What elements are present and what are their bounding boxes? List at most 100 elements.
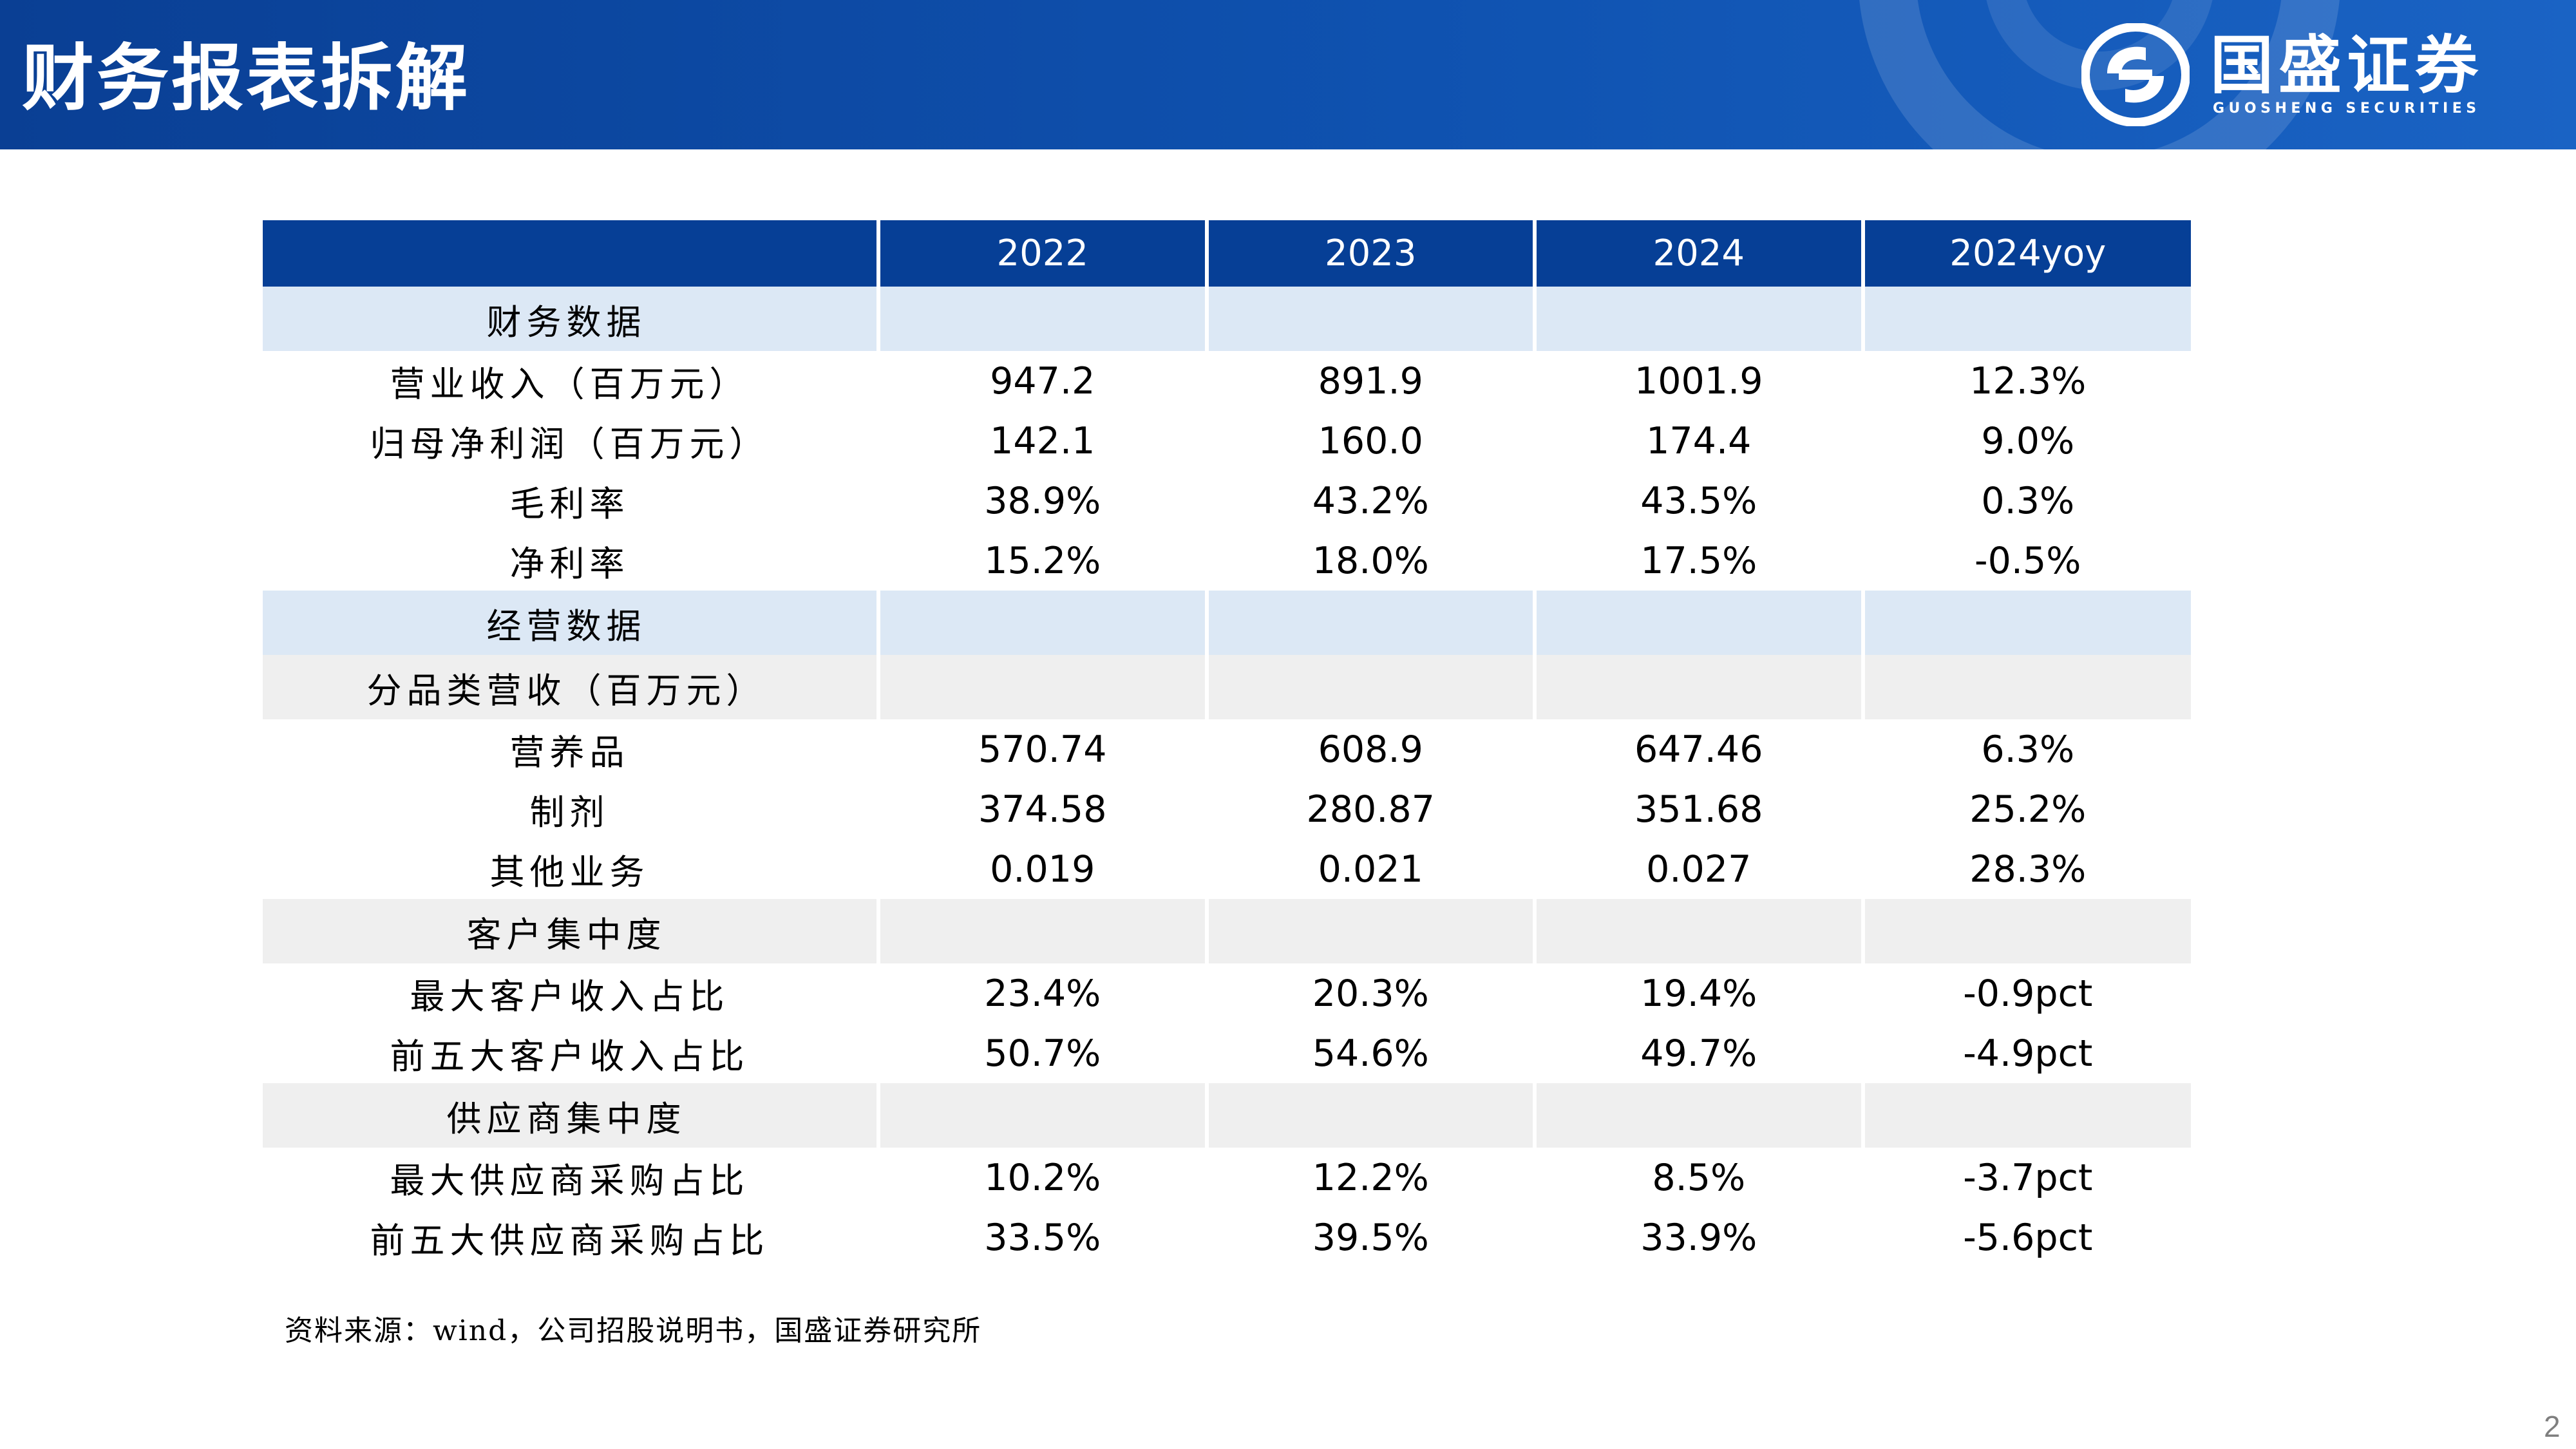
table-cell: [876, 655, 1207, 719]
table-row: 营养品 570.74 608.9 647.46 6.3%: [263, 719, 2191, 779]
row-label: 前五大供应商采购占比: [370, 1220, 770, 1261]
table-cell: -5.6pct: [1861, 1208, 2191, 1267]
table-cell: 0.3%: [1861, 471, 2191, 531]
row-label: 毛利率: [509, 484, 630, 524]
table-row: 分品类营收（百万元）: [263, 655, 2191, 719]
table-cell: 33.5%: [876, 1208, 1207, 1267]
table-cell: 570.74: [876, 719, 1207, 779]
brand-name-cn: 国盛证券: [2210, 29, 2484, 102]
table-cell: [876, 899, 1207, 963]
table-row: 制剂 374.58 280.87 351.68 25.2%: [263, 779, 2191, 839]
table-cell: [1533, 1083, 1863, 1148]
table-cell: [1533, 287, 1863, 351]
table-cell: [1533, 591, 1863, 655]
table-row: 毛利率 38.9% 43.2% 43.5% 0.3%: [263, 471, 2191, 531]
table-cell: 608.9: [1204, 719, 1535, 779]
table-cell: 25.2%: [1861, 779, 2191, 839]
row-label: 营养品: [509, 732, 630, 773]
guosheng-logo-icon: [2081, 23, 2190, 126]
table-cell: [1861, 899, 2191, 963]
table-cell: -4.9pct: [1861, 1023, 2191, 1083]
source-note: 资料来源：wind，公司招股说明书，国盛证券研究所: [285, 1314, 982, 1347]
header-cell-label: [263, 220, 878, 287]
table-cell: 280.87: [1204, 779, 1535, 839]
table-row: 前五大供应商采购占比 33.5% 39.5% 33.9% -5.6pct: [263, 1208, 2191, 1267]
table-cell: [1533, 655, 1863, 719]
table-cell: 374.58: [876, 779, 1207, 839]
table-cell: 15.2%: [876, 531, 1207, 591]
table-cell: 174.4: [1533, 411, 1863, 471]
row-label: 财务数据: [263, 287, 878, 351]
table-row: 最大供应商采购占比 10.2% 12.2% 8.5% -3.7pct: [263, 1148, 2191, 1208]
table-cell: [1533, 899, 1863, 963]
table-cell: 160.0: [1204, 411, 1535, 471]
table-row: 其他业务 0.019 0.021 0.027 28.3%: [263, 839, 2191, 899]
table-cell: [1861, 1083, 2191, 1148]
header-cell-2022: 2022: [876, 220, 1207, 287]
table-cell: [1204, 899, 1535, 963]
row-label: 最大供应商采购占比: [390, 1160, 750, 1201]
table-cell: [1204, 655, 1535, 719]
table-cell: 39.5%: [1204, 1208, 1535, 1267]
table-cell: [1204, 287, 1535, 351]
row-label: 客户集中度: [263, 899, 878, 963]
header-cell-2024: 2024: [1533, 220, 1863, 287]
table-cell: [876, 591, 1207, 655]
header-decoration: [1859, 0, 2340, 149]
table-cell: 28.3%: [1861, 839, 2191, 899]
table-cell: 12.2%: [1204, 1148, 1535, 1208]
row-label: 最大客户收入占比: [410, 976, 730, 1017]
table-cell: 49.7%: [1533, 1023, 1863, 1083]
brand-name-en: GUOSHENG SECURITIES: [2213, 100, 2481, 117]
row-label: 净利率: [509, 544, 630, 584]
table-cell: 18.0%: [1204, 531, 1535, 591]
table-cell: 1001.9: [1533, 351, 1863, 411]
table-row: 供应商集中度: [263, 1083, 2191, 1148]
table-cell: 351.68: [1533, 779, 1863, 839]
table-cell: 23.4%: [876, 963, 1207, 1023]
row-label: 制剂: [529, 792, 610, 833]
table-cell: -0.5%: [1861, 531, 2191, 591]
table-row: 财务数据: [263, 287, 2191, 351]
table-row: 归母净利润（百万元） 142.1 160.0 174.4 9.0%: [263, 411, 2191, 471]
header-cell-yoy: 2024yoy: [1861, 220, 2191, 287]
table-cell: 43.5%: [1533, 471, 1863, 531]
table-row: 前五大客户收入占比 50.7% 54.6% 49.7% -4.9pct: [263, 1023, 2191, 1083]
table-cell: 8.5%: [1533, 1148, 1863, 1208]
table-cell: -0.9pct: [1861, 963, 2191, 1023]
table-cell: [1204, 1083, 1535, 1148]
header-bar: 财务报表拆解 国盛证券 GUOSHENG SECURITIES: [0, 0, 2576, 149]
table-cell: [1861, 287, 2191, 351]
table-cell: -3.7pct: [1861, 1148, 2191, 1208]
row-label: 归母净利润（百万元）: [370, 424, 770, 464]
table-cell: 43.2%: [1204, 471, 1535, 531]
row-label: 其他业务: [489, 852, 650, 893]
table-cell: 50.7%: [876, 1023, 1207, 1083]
table-cell: 647.46: [1533, 719, 1863, 779]
table-cell: 0.027: [1533, 839, 1863, 899]
table-cell: 891.9: [1204, 351, 1535, 411]
table-cell: 947.2: [876, 351, 1207, 411]
row-label: 分品类营收（百万元）: [263, 655, 878, 719]
table-cell: [876, 1083, 1207, 1148]
table-row: 客户集中度: [263, 899, 2191, 963]
table-cell: 142.1: [876, 411, 1207, 471]
table-cell: 6.3%: [1861, 719, 2191, 779]
brand-logo: 国盛证券 GUOSHENG SECURITIES: [2081, 23, 2558, 126]
table-cell: [1861, 655, 2191, 719]
header-cell-2023: 2023: [1204, 220, 1535, 287]
row-label: 经营数据: [263, 591, 878, 655]
table-cell: 54.6%: [1204, 1023, 1535, 1083]
table-cell: 19.4%: [1533, 963, 1863, 1023]
table-cell: [1204, 591, 1535, 655]
table-cell: 20.3%: [1204, 963, 1535, 1023]
table-cell: 10.2%: [876, 1148, 1207, 1208]
table-cell: 33.9%: [1533, 1208, 1863, 1267]
table-header-row: 2022 2023 2024 2024yoy: [263, 220, 2191, 287]
table-cell: 17.5%: [1533, 531, 1863, 591]
table-cell: [876, 287, 1207, 351]
table-cell: 9.0%: [1861, 411, 2191, 471]
table-cell: 38.9%: [876, 471, 1207, 531]
table-cell: 12.3%: [1861, 351, 2191, 411]
table-row: 最大客户收入占比 23.4% 20.3% 19.4% -0.9pct: [263, 963, 2191, 1023]
